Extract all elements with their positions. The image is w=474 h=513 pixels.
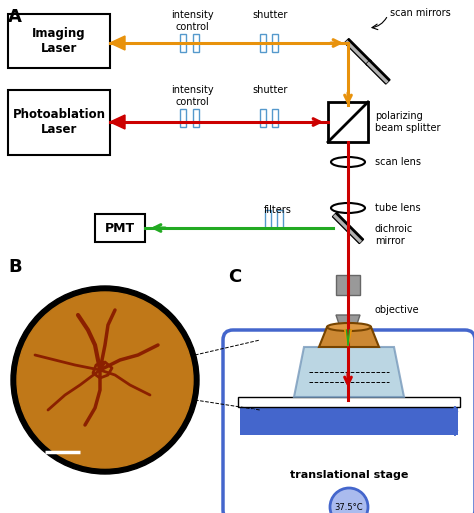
Text: 37.5°C: 37.5°C [335,503,363,511]
Bar [180,109,186,127]
Text: dichroic
mirror: dichroic mirror [375,224,413,246]
Text: objective: objective [375,305,419,315]
Text: tube lens: tube lens [375,203,420,213]
Bar [260,34,266,52]
Text: intensity
control: intensity control [171,85,213,107]
Bar [95,214,145,242]
Ellipse shape [327,323,371,331]
Polygon shape [336,315,360,330]
Bar [265,210,271,228]
Circle shape [11,286,199,474]
Text: intensity
control: intensity control [171,10,213,32]
Bar [272,109,278,127]
Polygon shape [345,38,372,66]
Bar [238,397,460,407]
Polygon shape [319,327,379,347]
Circle shape [330,488,368,513]
Circle shape [17,292,193,468]
Text: scan lens: scan lens [375,157,421,167]
Polygon shape [110,115,125,129]
Text: PMT: PMT [105,222,135,234]
Text: filters: filters [264,205,292,215]
Polygon shape [294,347,404,397]
Text: Photoablation
Laser: Photoablation Laser [12,108,106,136]
Bar [8,14,110,68]
Bar [260,109,266,127]
Bar [328,102,368,142]
Bar [272,34,278,52]
Bar [193,109,199,127]
Text: B: B [8,258,22,276]
Text: shutter: shutter [252,10,288,20]
Polygon shape [345,40,370,65]
Polygon shape [366,62,389,84]
Polygon shape [366,60,390,84]
Polygon shape [110,36,125,50]
Text: Imaging
Laser: Imaging Laser [32,27,86,55]
Bar [240,407,458,435]
Ellipse shape [331,157,365,167]
Polygon shape [333,214,362,243]
Text: polarizing
beam splitter: polarizing beam splitter [375,111,440,133]
Text: scan mirrors: scan mirrors [390,8,451,18]
Bar [277,210,283,228]
Text: shutter: shutter [252,85,288,95]
Text: C: C [228,268,241,286]
Polygon shape [332,212,364,244]
Ellipse shape [331,203,365,213]
Bar [180,34,186,52]
Text: translational stage: translational stage [290,470,408,480]
Bar [193,34,199,52]
Bar [336,275,360,295]
Bar [8,90,110,155]
FancyBboxPatch shape [223,330,474,513]
Text: A: A [8,8,22,26]
